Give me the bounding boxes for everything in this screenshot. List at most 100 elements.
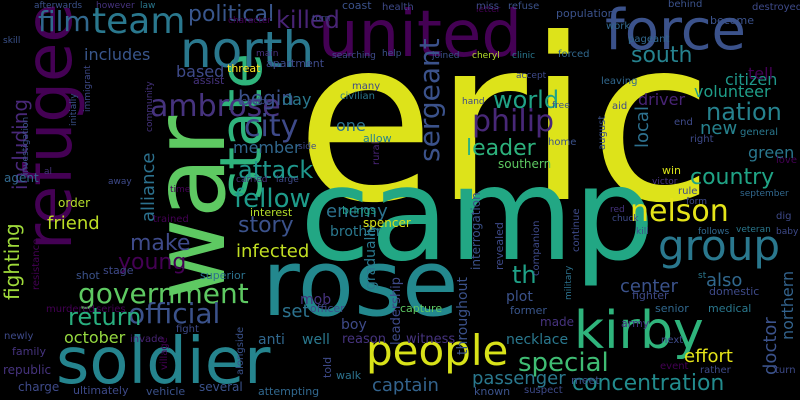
word-rose: rose bbox=[262, 230, 459, 337]
word-one: one bbox=[336, 116, 366, 135]
word-officer: officer bbox=[310, 302, 345, 315]
word-senior: senior bbox=[655, 302, 689, 315]
word-told: told bbox=[321, 356, 334, 378]
word-friend: friend bbox=[47, 213, 100, 234]
word-known: known bbox=[474, 385, 511, 398]
word-newly: newly bbox=[4, 331, 34, 342]
word-rather: rather bbox=[700, 365, 731, 376]
word-community: community bbox=[145, 81, 155, 132]
word-superior: superior bbox=[200, 269, 246, 282]
word-destroyed: destroyed bbox=[752, 2, 800, 13]
word-accept: accept bbox=[516, 71, 547, 81]
word-love: love bbox=[776, 155, 797, 166]
word-film: film bbox=[38, 5, 91, 38]
word-special: special bbox=[518, 348, 609, 378]
word-however: however bbox=[96, 1, 135, 11]
word-rural: rural bbox=[371, 141, 382, 165]
word-make: make bbox=[130, 231, 191, 256]
word-leaving: leaving bbox=[601, 76, 638, 87]
word-turn: turn bbox=[775, 365, 796, 376]
word-soldier: soldier bbox=[56, 325, 271, 399]
word-help: help bbox=[382, 49, 402, 59]
word-al: al bbox=[44, 167, 53, 177]
word-initially: initially bbox=[69, 93, 79, 126]
word-meet: meet bbox=[571, 374, 600, 387]
word-revealed: revealed bbox=[493, 222, 506, 270]
word-passenger: passenger bbox=[472, 368, 566, 389]
word-become: become bbox=[710, 14, 755, 27]
word-set: set bbox=[282, 301, 310, 322]
word-interrogation: interrogation bbox=[469, 192, 483, 270]
word-character: character bbox=[228, 16, 272, 26]
word-alongside: alongside bbox=[235, 326, 246, 375]
word-chuck: chuck bbox=[612, 214, 639, 224]
word-official: official bbox=[128, 297, 221, 330]
word-philip: philip bbox=[472, 104, 555, 139]
word-series: series bbox=[96, 304, 126, 315]
word-baby: baby bbox=[776, 227, 799, 237]
word-infected: infected bbox=[236, 241, 310, 262]
word-plot: plot bbox=[506, 289, 533, 305]
word-made: made bbox=[540, 315, 575, 329]
word-shot: shot bbox=[76, 269, 100, 282]
word-village: village bbox=[159, 337, 170, 370]
word-southern: southern bbox=[498, 157, 552, 171]
word-immigrant: immigrant bbox=[83, 65, 93, 112]
word-north: north bbox=[180, 21, 315, 79]
word-leader: leader bbox=[466, 136, 536, 161]
word-military: military bbox=[564, 265, 574, 300]
word-afterwards: afterwards bbox=[34, 1, 83, 11]
word-witness: witness bbox=[406, 332, 456, 347]
word-camp: camp bbox=[300, 141, 655, 290]
word-interest: interest bbox=[250, 206, 293, 219]
word-volunteer: volunteer bbox=[694, 82, 771, 101]
word-work: work bbox=[606, 21, 631, 32]
word-mob: mob bbox=[300, 292, 332, 308]
word-captain: captain bbox=[372, 375, 439, 396]
word-right: right bbox=[690, 134, 714, 145]
word-th: th bbox=[512, 261, 537, 289]
word-concentration: concentration bbox=[572, 371, 725, 396]
word-army: army bbox=[621, 317, 650, 330]
word-population: population bbox=[556, 7, 615, 20]
word-continue: continue bbox=[571, 208, 582, 252]
word-necklace: necklace bbox=[506, 332, 569, 348]
word-nelson: nelson bbox=[630, 194, 729, 229]
word-general: general bbox=[740, 127, 779, 138]
word-miss: miss bbox=[476, 1, 499, 12]
word-suspect: suspect bbox=[524, 385, 563, 396]
word-eric: eric bbox=[296, 0, 714, 253]
word-northern: northern bbox=[778, 270, 797, 340]
word-next: next bbox=[661, 335, 684, 346]
word-based: based bbox=[176, 62, 225, 81]
word-resistance: resistance bbox=[31, 238, 42, 290]
word-many: many bbox=[352, 81, 381, 92]
word-well: well bbox=[302, 332, 330, 348]
word-large: large bbox=[276, 175, 299, 185]
word-brother: brother bbox=[330, 224, 382, 240]
word-end: end bbox=[674, 117, 693, 128]
word-ambrose: ambrose bbox=[150, 89, 281, 124]
word-victor: victor bbox=[652, 177, 678, 187]
word-return: return bbox=[68, 303, 142, 331]
word-clinic: clinic bbox=[512, 51, 536, 61]
word-alliance: alliance bbox=[138, 152, 159, 222]
word-letter: letter bbox=[476, 5, 501, 15]
word-day: day bbox=[282, 90, 312, 109]
word-killed: killed bbox=[276, 6, 340, 34]
word-young: young bbox=[118, 250, 187, 275]
word-reason: reason bbox=[342, 332, 386, 347]
word-world: world bbox=[493, 86, 560, 114]
word-includes: includes bbox=[84, 45, 151, 64]
word-effort: effort bbox=[684, 346, 733, 367]
word-anti: anti bbox=[258, 332, 285, 348]
word-august: august bbox=[597, 115, 608, 150]
word-boy: boy bbox=[341, 317, 367, 333]
word-united: united bbox=[318, 0, 522, 72]
word-government: government bbox=[78, 277, 249, 310]
word-also: also bbox=[706, 270, 743, 291]
word-fighter: fighter bbox=[632, 289, 669, 302]
word-assist: assist bbox=[193, 74, 225, 87]
word-aid: aid bbox=[612, 101, 628, 112]
